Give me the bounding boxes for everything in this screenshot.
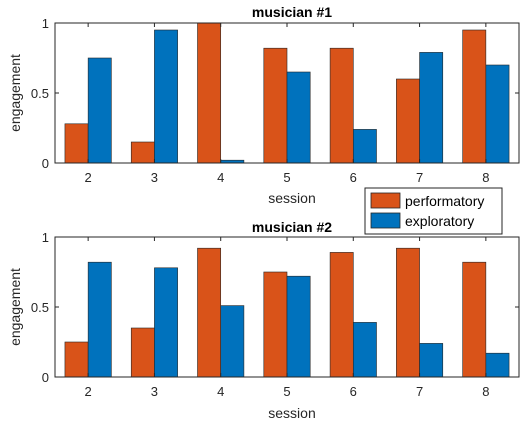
y-tick-label: 0.5 bbox=[31, 300, 49, 315]
bar-exploratory-session-7 bbox=[420, 52, 443, 163]
x-tick-label: 5 bbox=[283, 170, 290, 185]
bar-exploratory-session-7 bbox=[420, 343, 443, 377]
bar-performatory-session-7 bbox=[396, 79, 419, 163]
bar-performatory-session-5 bbox=[264, 272, 287, 377]
bar-performatory-session-8 bbox=[463, 30, 486, 163]
bar-exploratory-session-4 bbox=[221, 306, 244, 377]
chart-panel-musician-1: musician #1 engagement session 0 0.5 1 2 3 4 5… bbox=[7, 4, 519, 206]
bar-performatory-session-8 bbox=[463, 262, 486, 377]
bar-performatory-session-3 bbox=[131, 328, 154, 377]
x-tick-label: 3 bbox=[151, 384, 158, 399]
bar-exploratory-session-3 bbox=[154, 30, 177, 163]
bar-performatory-session-4 bbox=[198, 23, 221, 163]
x-tick-label: 7 bbox=[416, 384, 423, 399]
legend-swatch-exploratory bbox=[371, 213, 400, 228]
bar-performatory-session-3 bbox=[131, 142, 154, 163]
y-tick-label: 1 bbox=[42, 230, 49, 245]
x-tick-label: 6 bbox=[350, 170, 357, 185]
legend-entry-performatory: performatory bbox=[405, 193, 484, 209]
chart-panel-musician-2: musician #2 engagement session 0 0.5 1 2 3 4 5… bbox=[7, 219, 519, 421]
y-axis-label: engagement bbox=[7, 54, 23, 132]
bar-exploratory-session-8 bbox=[486, 65, 509, 163]
bar-performatory-session-2 bbox=[65, 342, 88, 377]
y-tick-label: 0.5 bbox=[31, 86, 49, 101]
x-tick-label: 6 bbox=[350, 384, 357, 399]
bar-exploratory-session-5 bbox=[287, 276, 310, 377]
legend-swatch-performatory bbox=[371, 193, 400, 208]
x-tick-label: 2 bbox=[85, 170, 92, 185]
bar-performatory-session-4 bbox=[198, 248, 221, 377]
x-tick-label: 4 bbox=[217, 384, 224, 399]
legend-entry-exploratory: exploratory bbox=[405, 213, 474, 229]
bar-exploratory-session-8 bbox=[486, 353, 509, 377]
x-tick-label: 4 bbox=[217, 170, 224, 185]
x-tick-label: 2 bbox=[85, 384, 92, 399]
bar-exploratory-session-5 bbox=[287, 72, 310, 163]
bar-exploratory-session-3 bbox=[154, 268, 177, 377]
y-tick-label: 0 bbox=[42, 156, 49, 171]
x-tick-label: 8 bbox=[482, 170, 489, 185]
bar-exploratory-session-2 bbox=[88, 262, 111, 377]
bar-performatory-session-6 bbox=[330, 252, 353, 377]
bar-exploratory-session-6 bbox=[353, 322, 376, 377]
x-tick-label: 5 bbox=[283, 384, 290, 399]
bar-performatory-session-6 bbox=[330, 48, 353, 163]
bar-performatory-session-2 bbox=[65, 124, 88, 163]
chart-title: musician #1 bbox=[252, 4, 332, 20]
bar-exploratory-session-6 bbox=[353, 129, 376, 163]
legend: performatory exploratory bbox=[365, 188, 502, 234]
y-tick-label: 0 bbox=[42, 370, 49, 385]
x-axis-label: session bbox=[268, 190, 315, 206]
x-tick-label: 3 bbox=[151, 170, 158, 185]
x-tick-label: 8 bbox=[482, 384, 489, 399]
y-tick-label: 1 bbox=[42, 16, 49, 31]
bar-exploratory-session-2 bbox=[88, 58, 111, 163]
bar-performatory-session-5 bbox=[264, 48, 287, 163]
x-axis-label: session bbox=[268, 405, 315, 421]
x-tick-label: 7 bbox=[416, 170, 423, 185]
chart-title: musician #2 bbox=[252, 219, 332, 235]
y-axis-label: engagement bbox=[7, 268, 23, 346]
bar-performatory-session-7 bbox=[396, 248, 419, 377]
